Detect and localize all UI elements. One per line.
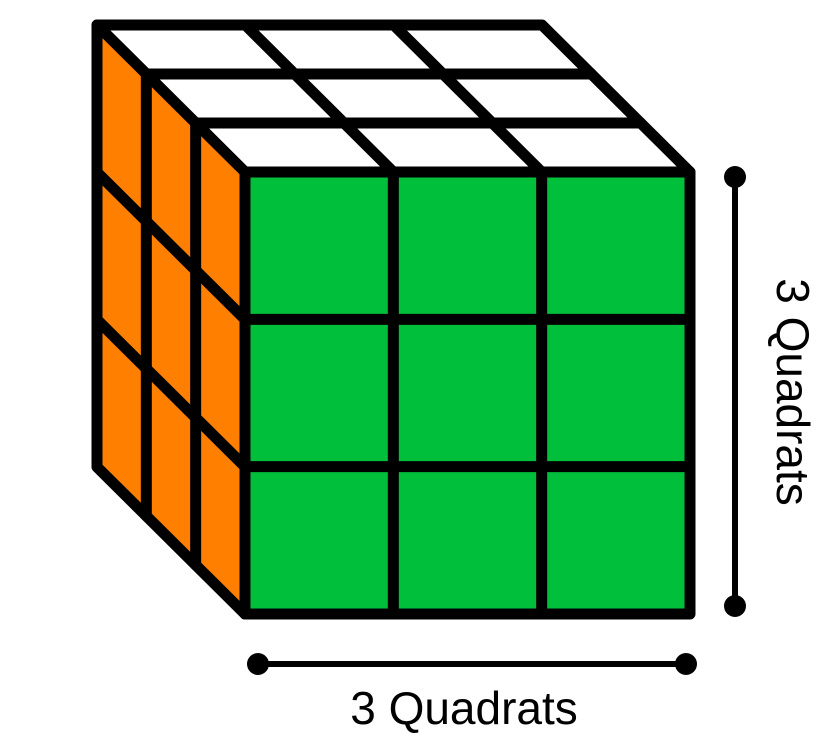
top-grid-receding-line [388, 19, 548, 178]
width-dimension-end-dot [675, 653, 697, 675]
dimension-markers [247, 166, 746, 675]
front-face [239, 166, 696, 620]
side-grid-receding-line [91, 314, 251, 473]
width-dimension-start-dot [247, 653, 269, 675]
width-label: 3 Quadrats [350, 682, 578, 734]
cube-grid-lines [91, 19, 696, 620]
side-grid-receding-line [91, 166, 251, 325]
height-label: 3 Quadrats [767, 278, 819, 506]
top-grid-receding-line [239, 19, 399, 178]
height-dimension-bottom-dot [724, 595, 746, 617]
height-dimension-top-dot [724, 166, 746, 188]
